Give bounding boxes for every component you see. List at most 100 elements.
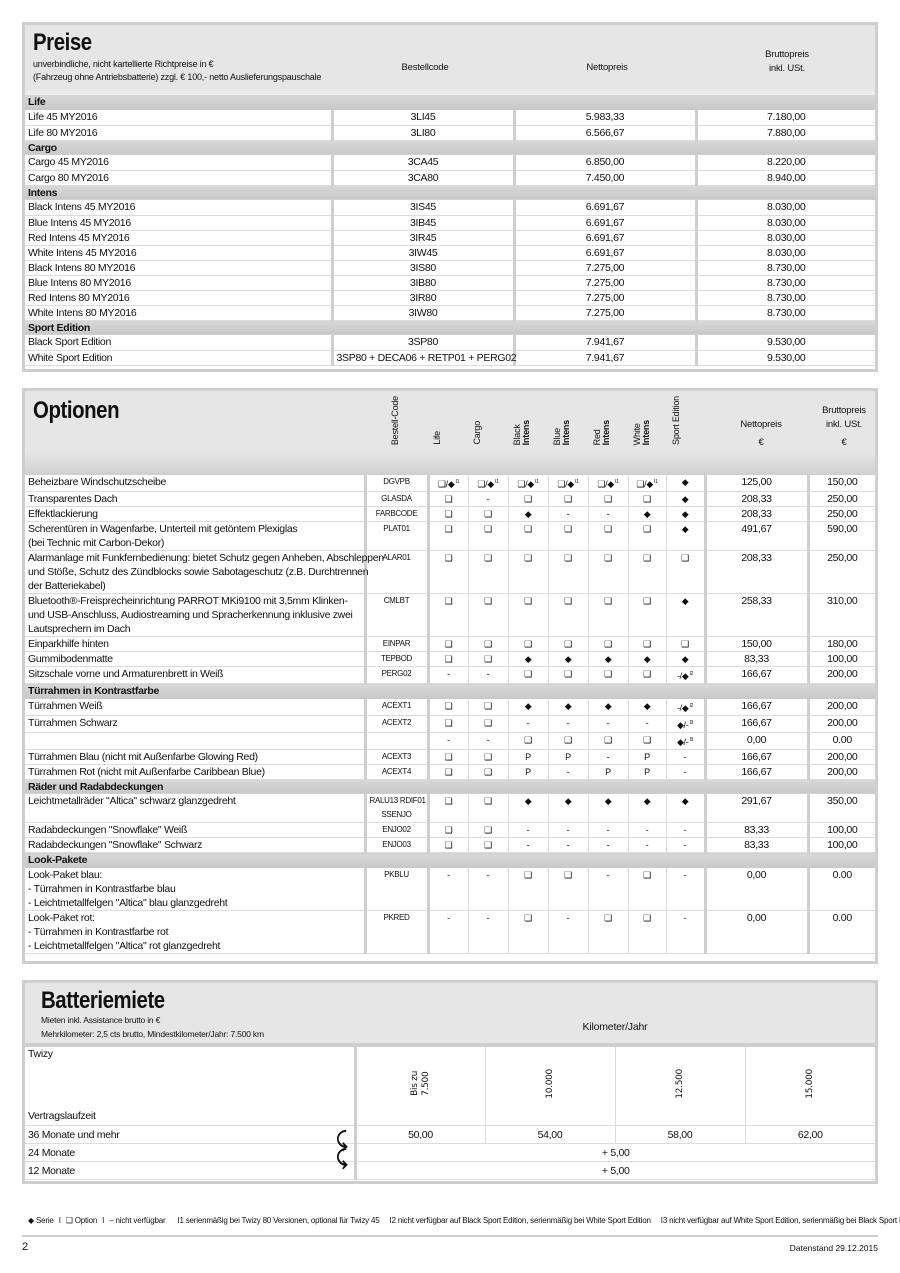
mark-symbol: ❑ — [564, 494, 572, 504]
mark-symbol: ❑ — [524, 524, 532, 534]
price-row: Life 80 MY2016 3LI80 6.566,67 7.880,00 — [25, 125, 875, 141]
mark-symbol: ❑ — [484, 766, 492, 777]
mark-symbol: ❑ — [484, 840, 492, 850]
order-code: RALU13 RDIF01 SSENJO — [363, 794, 428, 823]
price-row: White Intens 45 MY2016 3IW45 6.691,67 8.030… — [25, 245, 875, 261]
model-name: Blue Intens 45 MY2016 — [25, 215, 332, 231]
availability-mark: ❑ — [587, 910, 628, 954]
mark-symbol: ◆ — [604, 654, 612, 664]
mark-symbol: ❑ — [484, 796, 492, 806]
option-row: Gummibodenmatte TEPBOD ❑ ❑ ◆ ◆ ◆ ◆ ◆ 83,33 100,00 — [25, 651, 875, 667]
description-line: Effektlackierung — [28, 508, 98, 520]
availability-mark: ◆ — [627, 698, 666, 716]
mark-symbol: ❑ — [643, 734, 651, 745]
availability-mark: - — [665, 822, 705, 838]
availability-mark: - — [587, 867, 628, 911]
availability-mark: - — [426, 910, 468, 954]
availability-mark: ❑ — [426, 764, 468, 780]
preise-panel: Preise unverbindliche, nicht kartelliert… — [22, 22, 878, 372]
order-code: ACEXT2 — [363, 715, 428, 733]
gross-price: 7.880,00 — [694, 125, 875, 141]
availability-mark: P — [507, 749, 548, 765]
mark-symbol: ◆ — [524, 654, 532, 664]
order-code: ACEXT1 — [363, 698, 428, 716]
availability-mark: ❑ — [426, 794, 468, 823]
mark-symbol: ❑ — [643, 639, 651, 649]
option-description: Transparentes Dach — [25, 491, 365, 507]
net-price: 150,00 — [703, 636, 808, 652]
mark-symbol: ❑ — [643, 553, 651, 563]
availability-mark: - — [547, 837, 588, 853]
availability-mark: ❑ — [627, 593, 666, 637]
code-line: ENJO03 — [382, 840, 411, 849]
order-code: 3CA80 — [330, 170, 514, 186]
description-line: (bei Technic mit Carbon-Dekor) — [28, 537, 165, 549]
code-line: PKBLU — [384, 869, 409, 879]
gross-price: 8.730,00 — [694, 305, 875, 321]
mark-symbol: ❑ — [604, 524, 612, 534]
order-code: PERG02 — [363, 666, 428, 684]
net-price: 166,67 — [703, 715, 808, 733]
mark-symbol: - — [645, 717, 649, 728]
net-price: 0,00 — [703, 732, 808, 750]
availability-mark: ❑ — [467, 636, 508, 652]
net-price: 5.983,33 — [512, 110, 696, 126]
option-description: Türrahmen Schwarz — [25, 715, 365, 733]
availability-mark: - — [426, 666, 468, 684]
mark-symbol: ❑ — [484, 751, 492, 762]
gross-price: 310,00 — [806, 593, 875, 637]
mark-symbol: ❑ — [484, 654, 492, 664]
mark-symbol: ◆ — [681, 524, 689, 534]
availability-mark: - — [587, 822, 628, 838]
page-title: Preise — [33, 29, 92, 56]
mark-symbol: ❑ — [524, 596, 532, 606]
net-price: 6.850,00 — [512, 155, 696, 171]
net-price: 7.275,00 — [512, 290, 696, 306]
option-description: Beheizbare Windschutzscheibe — [25, 475, 365, 492]
option-description: Leichtmetallräder "Altica" schwarz glanz… — [25, 794, 365, 823]
availability-mark: - — [665, 910, 705, 954]
option-row: Beheizbare Windschutzscheibe DGVPB ❑/◆I1 ❑/… — [25, 475, 875, 492]
col-bruttopreis-2: inkl. USt. — [825, 419, 862, 430]
model-name: Twizy — [28, 1048, 53, 1060]
mark-symbol: - — [683, 912, 687, 923]
availability-mark: - — [627, 822, 666, 838]
availability-mark: ❑ — [627, 521, 666, 551]
variant-name: Sport Edition — [671, 396, 681, 445]
mark-symbol: ❑ — [484, 509, 492, 519]
availability-mark: ◆ — [507, 506, 548, 522]
option-description: Türrahmen Rot (nicht mit Außenfarbe Cari… — [25, 764, 365, 780]
mark-symbol: ❑ — [604, 596, 612, 606]
section-header: Life — [25, 95, 875, 110]
surcharge: + 5,00 — [353, 1143, 875, 1162]
mark-symbol: -/◆ — [676, 702, 689, 713]
gross-price: 590,00 — [806, 521, 875, 551]
availability-mark: - — [507, 822, 548, 838]
mark-symbol: ◆ — [681, 596, 689, 606]
option-row: Radabdeckungen "Snowflake" Weiß ENJO02 ❑ ❑ -… — [25, 822, 875, 838]
variant-line: Intens — [601, 419, 611, 445]
gross-price: 100,00 — [806, 837, 875, 853]
section-header: Türrahmen in Kontrastfarbe — [25, 683, 875, 699]
code-line: ENJO02 — [382, 825, 411, 834]
option-description: Türrahmen Blau (nicht mit Außenfarbe Glo… — [25, 749, 365, 765]
price-row: Black Intens 45 MY2016 3IS45 6.691,67 8.030… — [25, 200, 875, 216]
legend-separator: I — [102, 1216, 105, 1225]
mark-symbol: P — [644, 751, 650, 762]
mark-symbol: - — [486, 669, 490, 679]
col-nettopreis: Nettopreis — [740, 419, 782, 430]
availability-mark: - — [547, 910, 588, 954]
availability-mark: - — [665, 764, 705, 780]
km-column: 12.500 — [614, 1047, 745, 1126]
gross-price: 200,00 — [806, 715, 875, 733]
order-code: 3IB80 — [330, 275, 514, 291]
availability-mark: ❑ — [587, 593, 628, 637]
availability-mark: ❑ — [547, 636, 588, 652]
gross-price: 8.730,00 — [694, 260, 875, 276]
gross-price: 200,00 — [806, 764, 875, 780]
mark-symbol: ❑ — [564, 669, 572, 679]
mark-symbol: - — [486, 734, 490, 745]
order-code: 3IS80 — [330, 260, 514, 276]
availability-mark: - — [467, 732, 508, 750]
model-name: Red Intens 45 MY2016 — [25, 230, 332, 246]
